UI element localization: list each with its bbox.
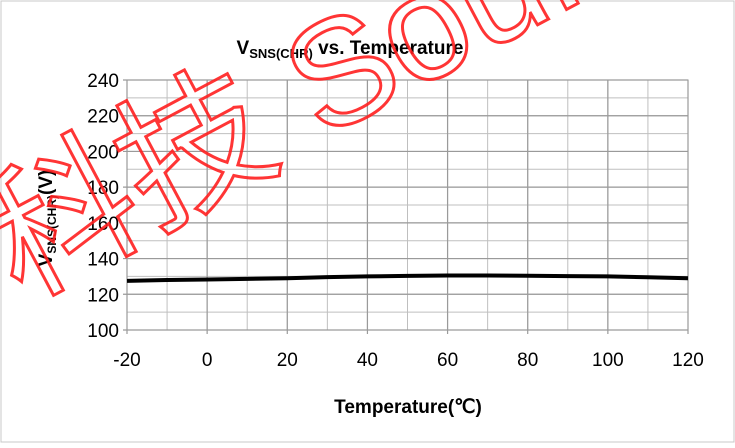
x-tick-label: 80 (517, 350, 538, 371)
y-tick-label: 240 (87, 71, 119, 92)
x-tick-label: 0 (202, 350, 213, 371)
x-tick-label: -20 (113, 350, 140, 371)
x-axis-label: Temperature(℃) (334, 397, 482, 418)
x-tick-label: 20 (277, 350, 298, 371)
y-tick-label: 100 (87, 321, 119, 342)
x-tick-label: 40 (357, 350, 378, 371)
x-tick-label: 120 (672, 350, 704, 371)
x-tick-label: 60 (437, 350, 458, 371)
x-tick-label: 100 (592, 350, 624, 371)
